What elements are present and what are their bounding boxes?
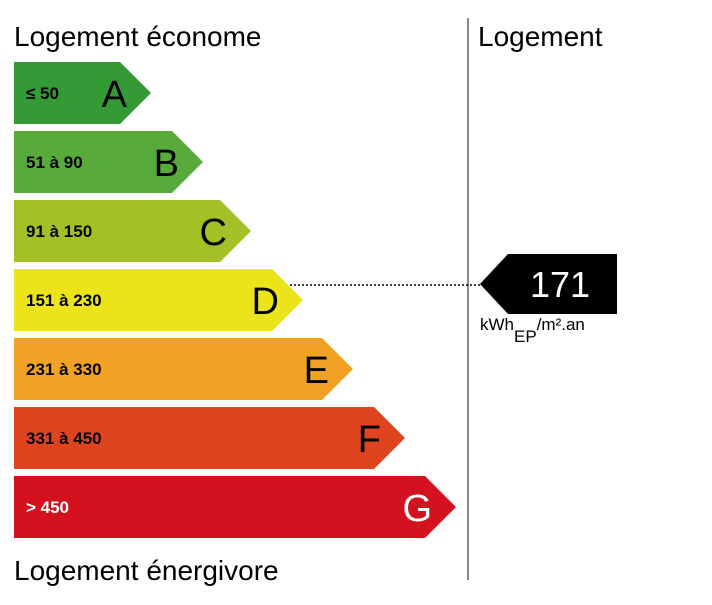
band-letter: F: [358, 419, 381, 461]
unit-sub: EP: [514, 327, 537, 346]
unit: kWh: [480, 315, 514, 334]
band: [14, 269, 303, 331]
band-range: 51 à 90: [26, 153, 83, 172]
footer: Logement énergivore: [14, 555, 279, 586]
band-letter: B: [154, 143, 179, 185]
rating-value: 171: [530, 264, 590, 305]
band: [14, 200, 251, 262]
rating-unit: kWhEP/m².an: [480, 315, 585, 346]
band-letter: A: [102, 74, 128, 116]
unit-sup: /m².an: [537, 315, 585, 334]
band-range: 231 à 330: [26, 360, 102, 379]
band-letter: G: [402, 488, 432, 530]
band-range: 331 à 450: [26, 429, 102, 448]
band: [14, 62, 151, 124]
rating-arrow: [480, 254, 617, 314]
band-range: 151 à 230: [26, 291, 102, 310]
band: [14, 476, 456, 538]
band-letter: E: [304, 350, 329, 392]
band-range: ≤ 50: [26, 84, 59, 103]
band-letter: C: [200, 212, 227, 254]
band-range: > 450: [26, 498, 69, 517]
band: [14, 407, 405, 469]
band: [14, 338, 353, 400]
header-right: Logement: [478, 21, 603, 52]
band-letter: D: [252, 281, 279, 323]
header-left: Logement économe: [14, 21, 262, 52]
band-range: 91 à 150: [26, 222, 92, 241]
band: [14, 131, 203, 193]
